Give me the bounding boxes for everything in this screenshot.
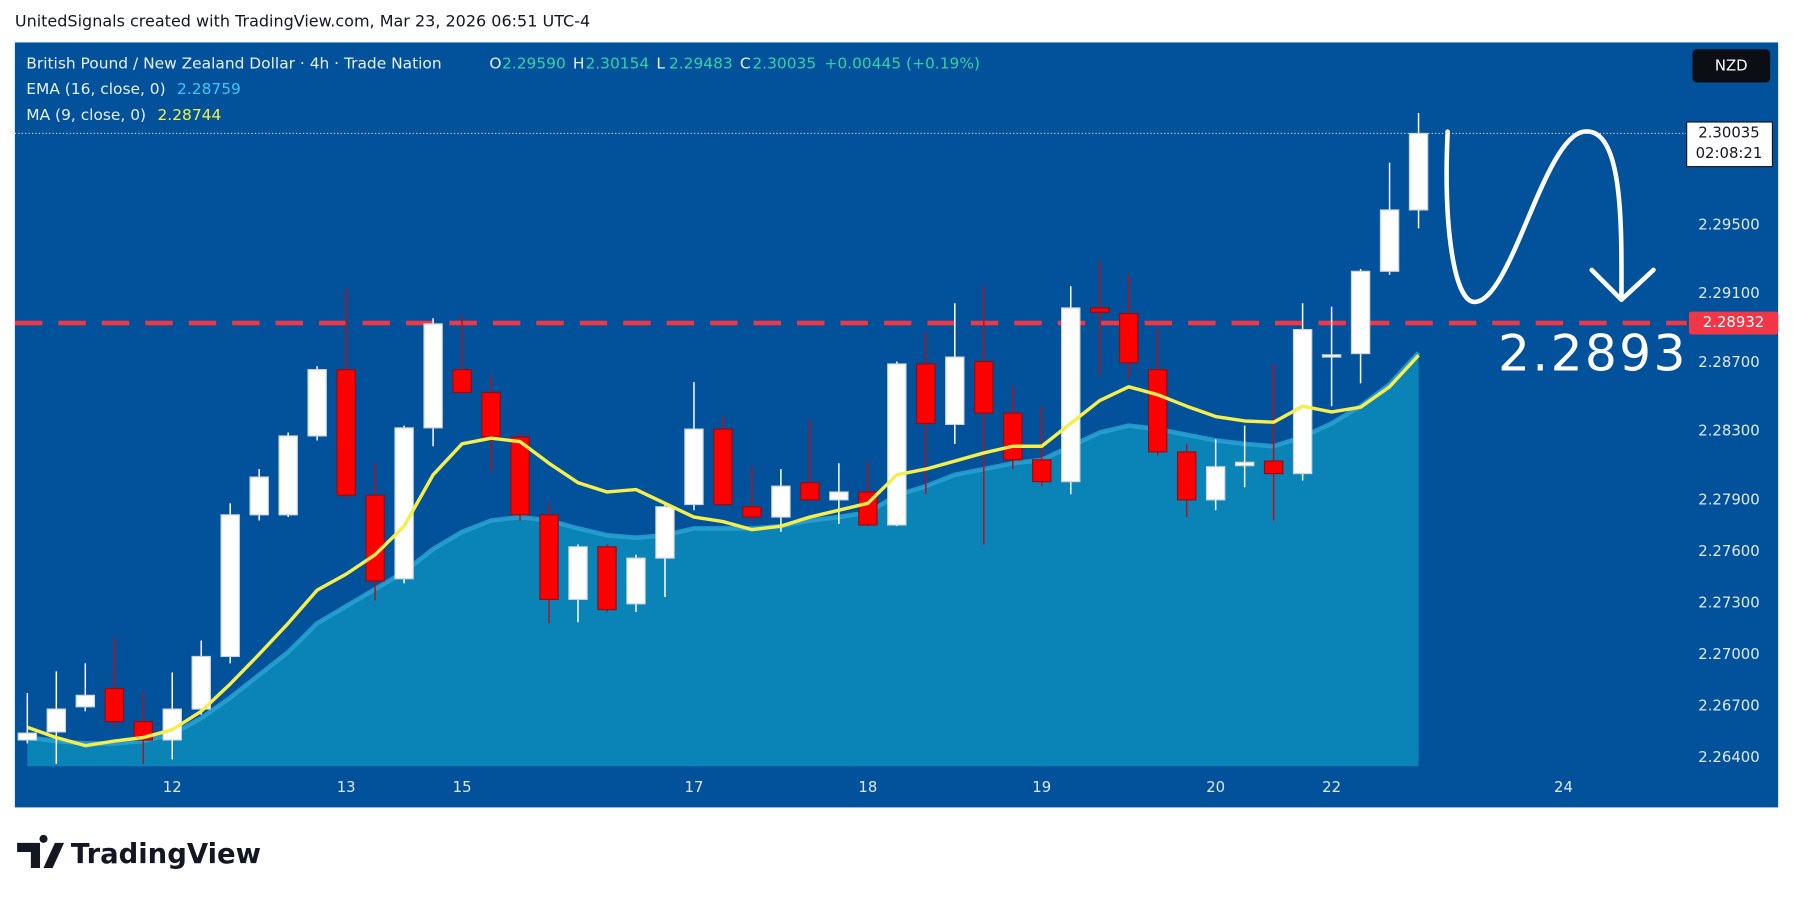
candle-body [452, 369, 472, 394]
candle-body [17, 732, 38, 741]
y-tick-label: 2.27000 [1698, 645, 1759, 663]
candle-body [307, 369, 327, 437]
candle-body [1032, 459, 1052, 483]
ohlc-key: L [656, 55, 665, 73]
candle-body [220, 514, 240, 658]
indicator-name: MA (9, close, 0) [26, 106, 146, 124]
ma-line [26, 354, 1420, 748]
target-text: 2.2893 [1498, 323, 1688, 382]
footer-brand: TradingView [71, 839, 261, 870]
candle-body [771, 485, 791, 518]
candle-body [916, 363, 936, 424]
candle-body [539, 514, 559, 600]
logo-mark [17, 834, 65, 869]
change: +0.00445 (+0.19%) [824, 55, 980, 73]
indicator-value: 2.28759 [177, 80, 241, 98]
y-tick-label: 2.27900 [1698, 490, 1759, 508]
candle-body [945, 356, 965, 426]
candle-body [713, 428, 733, 506]
candle-body [1176, 451, 1197, 501]
candle-body [800, 482, 820, 501]
x-tick-label: 12 [163, 778, 182, 796]
indicator-name: EMA (16, close, 0) [26, 80, 165, 98]
candle-body [481, 391, 501, 438]
currency: NZD [1715, 56, 1748, 74]
candle-body [655, 506, 675, 559]
arrow-head [1589, 267, 1656, 302]
candle-body [1061, 307, 1081, 483]
candle-body [626, 557, 646, 605]
candle-body [278, 435, 298, 516]
candle-body [1408, 132, 1429, 211]
candle-body [104, 687, 124, 723]
candle-body [1350, 270, 1371, 355]
footer-logo: TradingView [17, 834, 261, 870]
candle-body [365, 494, 385, 582]
ohlc-key: H [573, 55, 585, 73]
y-tick-label: 2.28700 [1698, 353, 1759, 371]
candle-body [191, 655, 211, 710]
currency-box [1692, 49, 1771, 83]
candle-body [394, 427, 414, 580]
y-tick-label: 2.27600 [1698, 542, 1759, 560]
last-price-box [1686, 121, 1773, 168]
candle-body [597, 546, 617, 611]
ohlc-value: 2.29590 [502, 55, 566, 73]
x-tick-label: 22 [1322, 778, 1341, 796]
candle-body [1263, 460, 1284, 475]
candle-body [887, 363, 907, 526]
x-tick-label: 15 [453, 778, 472, 796]
legend: British Pound / New Zealand Dollar · 4h … [26, 55, 980, 124]
candle-body [249, 476, 269, 516]
candle-body [75, 694, 96, 708]
y-tick-label: 2.28300 [1698, 422, 1759, 440]
support-label-box [1688, 311, 1779, 335]
x-tick-label: 20 [1206, 778, 1225, 796]
candle-body [1292, 328, 1313, 475]
indicator-value: 2.28744 [157, 106, 221, 124]
ohlc-value: 2.29483 [669, 55, 733, 73]
candle-body [1379, 209, 1400, 272]
candle-body [684, 428, 704, 506]
x-tick-label: 13 [337, 778, 356, 796]
candle-body [1234, 461, 1255, 467]
candle-body [742, 506, 762, 518]
x-tick-label: 24 [1554, 778, 1573, 796]
last-price-label: 2.30035 [1698, 123, 1759, 141]
candle-body [974, 360, 994, 414]
y-tick-label: 2.26700 [1698, 697, 1759, 715]
series-name: British Pound / New Zealand Dollar · 4h … [26, 55, 441, 73]
countdown: 02:08:21 [1696, 144, 1763, 162]
x-tick-label: 18 [858, 778, 877, 796]
y-tick-label: 2.26400 [1698, 748, 1759, 766]
x-tick-label: 17 [684, 778, 703, 796]
candle-body [568, 546, 588, 600]
y-tick-label: 2.27300 [1698, 594, 1759, 612]
candle-body [1118, 312, 1139, 364]
y-tick-label: 2.29500 [1698, 215, 1759, 233]
candle-body [1090, 307, 1110, 313]
ohlc-key: O [489, 55, 501, 73]
support-label: 2.28932 [1703, 313, 1764, 331]
x-tick-label: 19 [1032, 778, 1051, 796]
candle-body [1003, 412, 1023, 461]
header: UnitedSignals created with TradingView.c… [15, 11, 590, 30]
candle-body [336, 369, 356, 496]
projection-arrow [1444, 129, 1624, 305]
ohlc-value: 2.30035 [752, 55, 816, 73]
candle-body [423, 323, 443, 429]
ohlc-value: 2.30154 [585, 55, 649, 73]
ohlc-key: C [740, 55, 751, 73]
candle-body [1147, 369, 1168, 453]
candle-body [829, 491, 849, 501]
ema-line [27, 351, 1421, 746]
y-tick-label: 2.29100 [1698, 284, 1759, 302]
candle-body [1321, 354, 1342, 358]
candle-body [46, 708, 67, 733]
candle-body [510, 436, 530, 516]
candle-body [1205, 466, 1226, 501]
